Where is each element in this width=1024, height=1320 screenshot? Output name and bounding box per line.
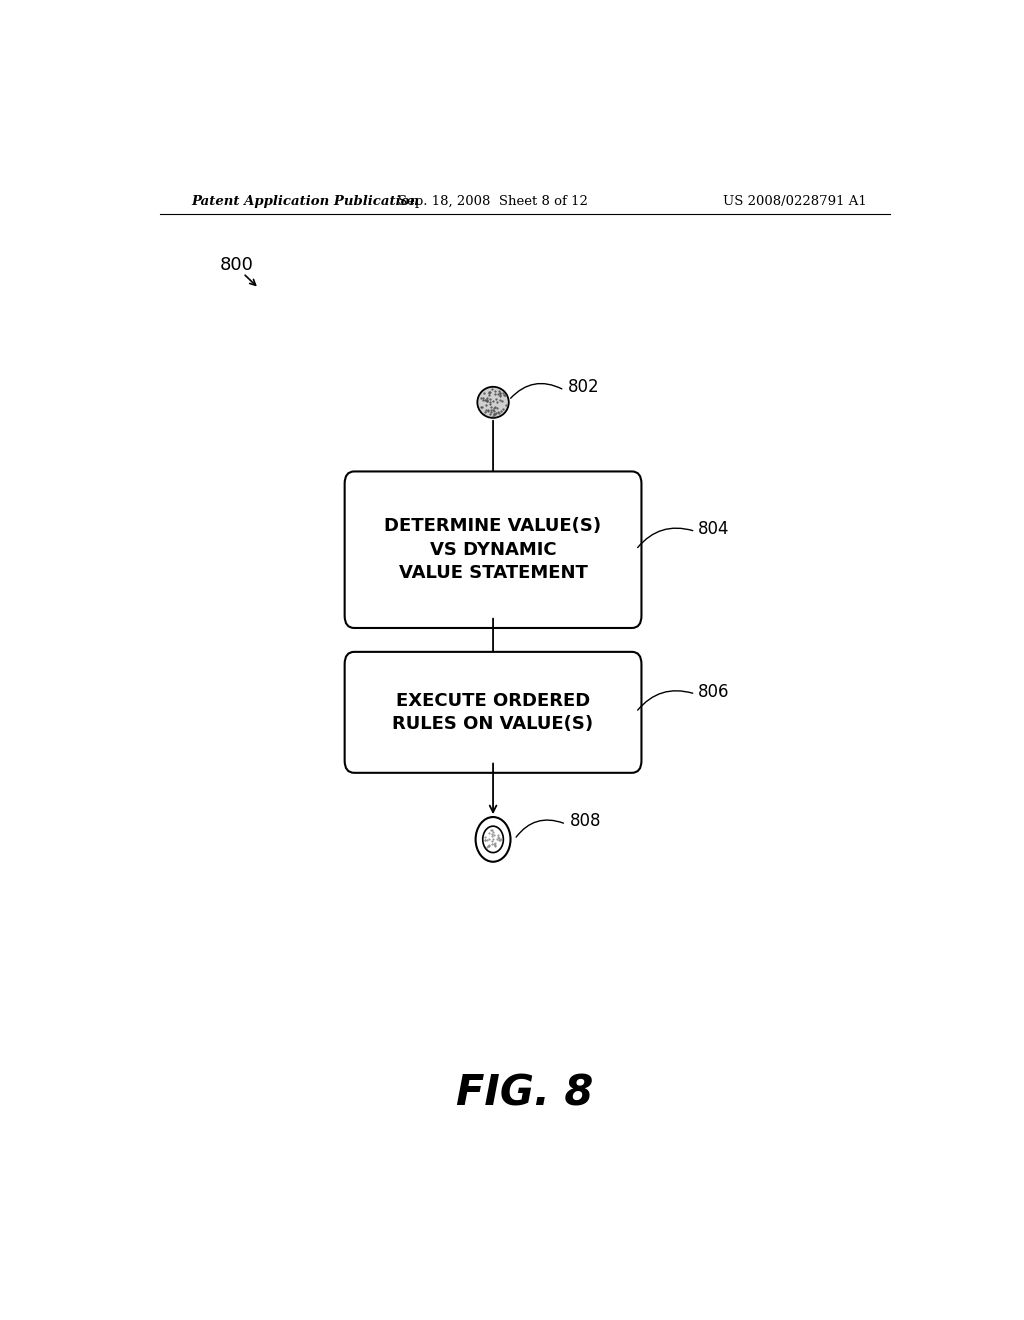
Circle shape [475,817,511,862]
Circle shape [482,826,504,853]
Text: 802: 802 [568,378,600,396]
FancyBboxPatch shape [345,471,641,628]
Text: EXECUTE ORDERED
RULES ON VALUE(S): EXECUTE ORDERED RULES ON VALUE(S) [392,692,594,733]
Text: 804: 804 [697,520,729,539]
Text: FIG. 8: FIG. 8 [456,1072,594,1114]
Text: US 2008/0228791 A1: US 2008/0228791 A1 [723,194,867,207]
Text: Patent Application Publication: Patent Application Publication [191,194,420,207]
Text: 808: 808 [570,812,601,830]
Text: 806: 806 [697,682,729,701]
FancyBboxPatch shape [345,652,641,772]
Text: 800: 800 [219,256,253,275]
Ellipse shape [477,387,509,418]
Text: DETERMINE VALUE(S)
VS DYNAMIC
VALUE STATEMENT: DETERMINE VALUE(S) VS DYNAMIC VALUE STAT… [384,517,602,582]
Text: Sep. 18, 2008  Sheet 8 of 12: Sep. 18, 2008 Sheet 8 of 12 [398,194,588,207]
